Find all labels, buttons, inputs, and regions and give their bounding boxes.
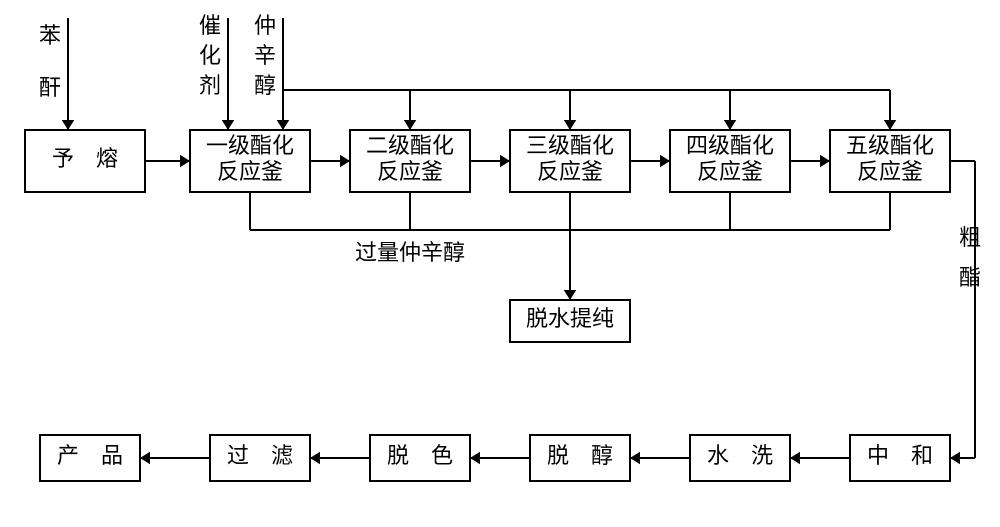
reactor-1-l2: 反应釜 — [217, 159, 283, 184]
dealcohol-label: 脱 醇 — [547, 443, 613, 468]
arrowhead — [310, 452, 320, 465]
reactor-5-l1: 五级酯化 — [846, 133, 934, 158]
crude-l2: 酯 — [959, 265, 981, 290]
input-oct-1: 仲 — [254, 13, 276, 38]
arrowhead — [180, 155, 190, 168]
arrowhead — [790, 452, 800, 465]
arrowhead — [500, 155, 510, 168]
arrowhead — [564, 290, 577, 300]
reactor-4-l2: 反应釜 — [697, 159, 763, 184]
input-cat-2: 化 — [199, 43, 221, 68]
reactor-5-l2: 反应釜 — [857, 159, 923, 184]
input-cat-3: 剂 — [199, 73, 221, 98]
arrowhead — [470, 452, 480, 465]
dehydrate-label: 脱水提纯 — [526, 306, 614, 331]
product-label: 产 品 — [57, 443, 123, 468]
excess-label: 过量仲辛醇 — [355, 240, 465, 265]
pre-melt-label: 予 熔 — [52, 146, 118, 171]
decolor-label: 脱 色 — [387, 443, 453, 468]
neutralize-label: 中 和 — [867, 443, 933, 468]
arrowhead — [724, 120, 737, 130]
reactor-4-l1: 四级酯化 — [686, 133, 774, 158]
input-cat-1: 催 — [199, 13, 221, 38]
input-ba-2: 酐 — [39, 75, 61, 100]
reactor-2-l2: 反应釜 — [377, 159, 443, 184]
input-ba-1: 苯 — [39, 23, 61, 48]
wash-label: 水 洗 — [707, 443, 773, 468]
reactor-2-l1: 二级酯化 — [366, 133, 454, 158]
reactor-1-l1: 一级酯化 — [206, 133, 294, 158]
arrowhead — [222, 120, 235, 130]
arrowhead — [340, 155, 350, 168]
arrowhead — [277, 120, 290, 130]
arrowhead — [564, 120, 577, 130]
crude-l1: 粗 — [959, 225, 981, 250]
arrowhead — [884, 120, 897, 130]
reactor-3-l2: 反应釜 — [537, 159, 603, 184]
filter-label: 过 滤 — [227, 443, 293, 468]
arrowhead — [820, 155, 830, 168]
arrowhead — [140, 452, 150, 465]
reactor-3-l1: 三级酯化 — [526, 133, 614, 158]
arrowhead — [62, 120, 75, 130]
arrowhead — [660, 155, 670, 168]
arrowhead — [630, 452, 640, 465]
input-oct-3: 醇 — [254, 73, 276, 98]
arrowhead — [950, 452, 960, 465]
arrowhead — [404, 120, 417, 130]
input-oct-2: 辛 — [254, 43, 276, 68]
